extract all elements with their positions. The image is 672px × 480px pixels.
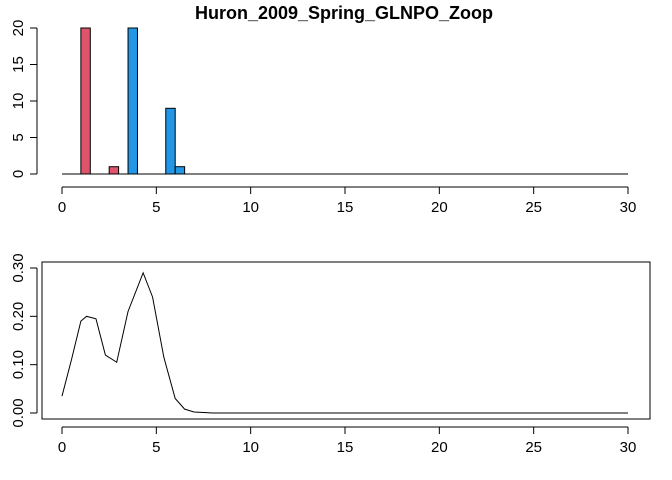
y-tick-label: 20 <box>10 20 27 37</box>
series-line <box>61 271 628 414</box>
y-tick-label: 15 <box>10 56 27 73</box>
bar <box>165 107 176 175</box>
x-tick-label: 0 <box>58 199 66 216</box>
x-tick-label: 20 <box>431 199 448 216</box>
density-panel: 0 5 10 15 20 25 30 0.00 0.10 0.20 0.30 <box>10 253 651 456</box>
x-tick-label: 25 <box>525 439 542 456</box>
y-tick-label: 0.20 <box>10 302 27 331</box>
y-tick-label: 0.10 <box>10 350 27 379</box>
y-tick-label: 0.00 <box>10 398 27 427</box>
x-tick-label: 15 <box>337 439 354 456</box>
y-tick-label: 0.30 <box>10 253 27 282</box>
histogram-panel: 0 5 10 15 20 25 30 0 5 10 15 20 <box>10 20 636 216</box>
x-tick-label: 15 <box>337 199 354 216</box>
bar <box>108 166 120 175</box>
x-tick-label: 20 <box>431 439 448 456</box>
x-tick-label: 10 <box>242 199 259 216</box>
x-tick-label: 30 <box>620 199 637 216</box>
chart-title: Huron_2009_Spring_GLNPO_Zoop <box>195 3 493 23</box>
plot-box <box>41 261 651 420</box>
bar <box>127 27 138 175</box>
y-tick-label: 10 <box>10 93 27 110</box>
x-tick-label: 5 <box>152 199 160 216</box>
y-tick-label: 5 <box>10 133 27 141</box>
x-tick-label: 25 <box>525 199 542 216</box>
x-tick-label: 10 <box>242 439 259 456</box>
x-tick-label: 30 <box>620 439 637 456</box>
y-tick-label: 0 <box>10 170 27 178</box>
bar <box>80 27 91 175</box>
x-tick-label: 0 <box>58 439 66 456</box>
x-tick-label: 5 <box>152 439 160 456</box>
bar <box>174 166 186 175</box>
